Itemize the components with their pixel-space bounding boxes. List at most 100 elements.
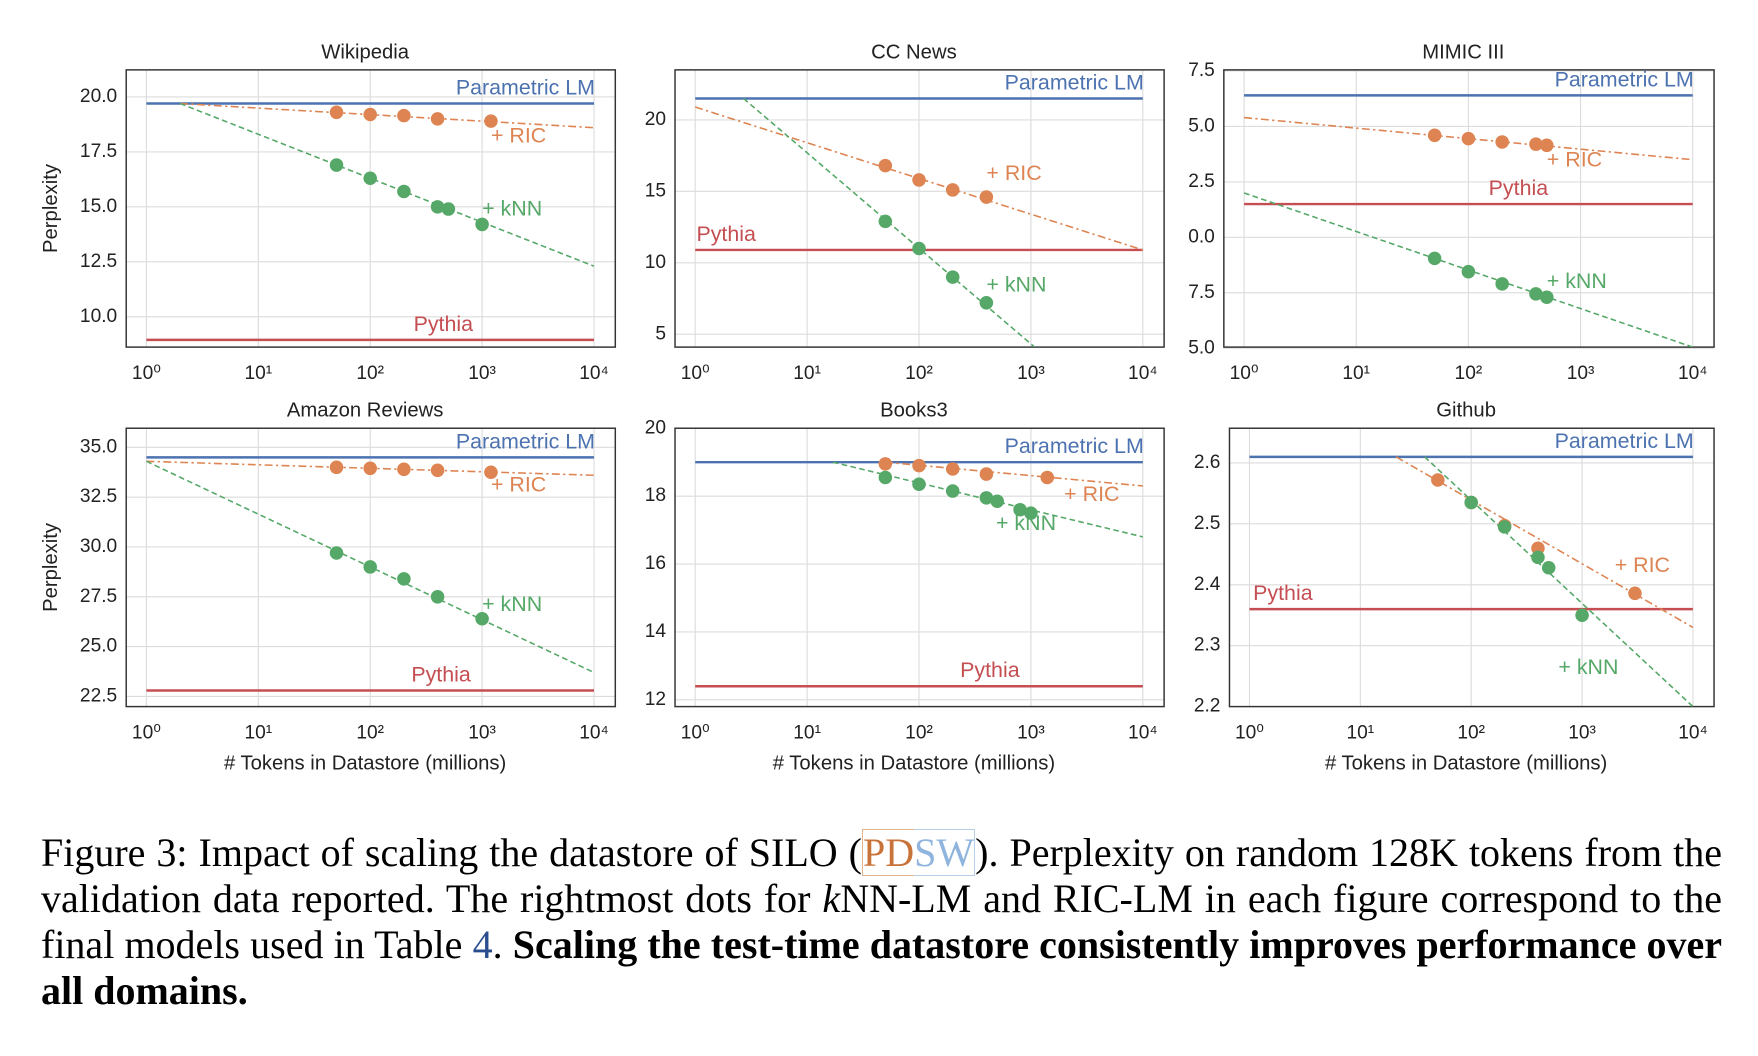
x-tick-label: 10⁴ xyxy=(1128,723,1158,744)
y-tick-label: 30.0 xyxy=(80,536,117,557)
series-label: Parametric LM xyxy=(1005,70,1144,94)
x-tick-label: 10⁴ xyxy=(579,723,609,744)
x-tick-label: 10⁴ xyxy=(1678,723,1708,744)
chart-title: Amazon Reviews xyxy=(287,400,444,422)
series-label: + RIC xyxy=(491,472,546,496)
data-point xyxy=(990,494,1004,508)
series-label: Parametric LM xyxy=(456,429,595,453)
y-axis-label: Perplexity xyxy=(40,522,62,612)
caption-sw: SW xyxy=(914,829,976,876)
y-tick-label: 12.5 xyxy=(80,251,117,272)
data-point xyxy=(1427,251,1442,266)
x-tick-label: 10⁰ xyxy=(681,723,710,744)
y-tick-label: 2.2 xyxy=(1194,696,1221,717)
axes-frame xyxy=(674,427,1165,708)
y-tick-label: 5.0 xyxy=(1188,115,1215,136)
data-point xyxy=(1497,520,1512,534)
y-tick-label: 22.5 xyxy=(80,685,117,706)
data-point xyxy=(945,462,960,476)
axes-frame xyxy=(1228,427,1715,708)
panel: 12 14 16 18 20 10⁰ 10¹ 10² 10³ 10⁴ Books3 # Tokens … xyxy=(645,400,1165,774)
panel: 5.0 7.5 0.0 2.5 5.0 7.5 10⁰ 10¹ 10² 10³ 10⁴ MIMIC I… xyxy=(1188,41,1715,384)
series-label: + RIC xyxy=(1547,148,1602,172)
series-label: Parametric LM xyxy=(1005,434,1144,458)
series-label: Pythia xyxy=(411,662,471,686)
caption: Figure 3: Impact of scaling the datastor… xyxy=(41,829,1722,1014)
y-tick-label: 16 xyxy=(645,553,666,574)
trend-line xyxy=(1395,456,1694,629)
y-tick-label: 17.5 xyxy=(80,141,117,162)
data-point xyxy=(1464,495,1478,510)
data-point xyxy=(430,590,445,604)
trend-line xyxy=(694,106,1144,251)
y-tick-label: 27.5 xyxy=(80,586,117,607)
x-tick-label: 10³ xyxy=(468,363,496,384)
data-point xyxy=(363,560,377,574)
y-tick-label: 35.0 xyxy=(80,436,117,457)
data-point xyxy=(1431,473,1445,487)
y-tick-label: 0.0 xyxy=(1188,226,1215,247)
data-point xyxy=(878,214,893,229)
x-tick-label: 10¹ xyxy=(793,723,821,744)
y-tick-label: 15.0 xyxy=(80,196,117,217)
y-tick-label: 2.3 xyxy=(1194,635,1221,656)
data-point xyxy=(1529,137,1543,151)
series-label: + RIC xyxy=(1615,553,1670,577)
data-point xyxy=(1461,264,1476,279)
y-tick-label: 20 xyxy=(645,417,666,438)
series-label: + kNN xyxy=(482,592,542,616)
y-tick-label: 2.5 xyxy=(1194,513,1221,534)
chart-title: MIMIC III xyxy=(1422,41,1504,63)
data-point xyxy=(1461,131,1476,146)
x-tick-label: 10³ xyxy=(1568,723,1596,744)
y-tick-label: 20.0 xyxy=(80,86,117,107)
trend-line xyxy=(180,102,595,129)
y-tick-label: 2.6 xyxy=(1194,452,1221,473)
x-tick-label: 10² xyxy=(356,363,384,384)
trend-line xyxy=(885,461,1143,487)
data-point xyxy=(397,462,411,477)
caption-silo: SILO xyxy=(748,830,838,875)
data-point xyxy=(397,572,411,586)
caption-text: . xyxy=(492,922,513,967)
panel: 22.5 25.0 27.5 30.0 32.5 35.0 10⁰ 10¹ 10² 10³ 10⁴ A… xyxy=(40,400,617,774)
x-tick-label: 10² xyxy=(1457,723,1485,744)
data-point xyxy=(1531,550,1545,565)
series-label: Parametric LM xyxy=(456,76,595,100)
x-axis-label: # Tokens in Datastore (millions) xyxy=(224,752,506,774)
y-axis-label: Perplexity xyxy=(40,163,62,253)
series-label: Pythia xyxy=(696,222,756,246)
data-point xyxy=(484,114,498,128)
caption-text: ( xyxy=(837,830,862,875)
data-point xyxy=(979,491,994,505)
data-point xyxy=(441,202,456,216)
chart-title: Github xyxy=(1436,400,1496,422)
data-point xyxy=(430,200,445,214)
data-point xyxy=(979,467,994,481)
x-tick-label: 10³ xyxy=(468,723,496,744)
x-tick-label: 10⁰ xyxy=(1235,723,1264,744)
data-point xyxy=(397,184,411,199)
data-point xyxy=(878,158,893,173)
y-tick-label: 7.5 xyxy=(1188,60,1215,81)
y-tick-label: 2.4 xyxy=(1194,574,1221,595)
caption-ref[interactable]: 4 xyxy=(472,922,493,967)
trend-line xyxy=(179,102,595,267)
series-label: + RIC xyxy=(1064,482,1119,506)
data-point xyxy=(1575,608,1589,622)
y-tick-label: 20 xyxy=(645,109,666,130)
data-point xyxy=(329,460,344,475)
data-point xyxy=(363,461,377,476)
axes-frame xyxy=(1223,69,1715,348)
caption-text: Figure 3: Impact of scaling the datastor… xyxy=(41,830,749,875)
data-point xyxy=(1495,277,1509,291)
data-point xyxy=(945,484,960,498)
axes-frame xyxy=(674,69,1165,348)
y-tick-label: 7.5 xyxy=(1188,282,1215,303)
series-label: + kNN xyxy=(996,511,1056,535)
y-tick-label: 25.0 xyxy=(80,636,117,657)
trend-line xyxy=(832,461,1143,538)
chart-title: Books3 xyxy=(880,400,948,422)
x-tick-label: 10³ xyxy=(1017,363,1045,384)
